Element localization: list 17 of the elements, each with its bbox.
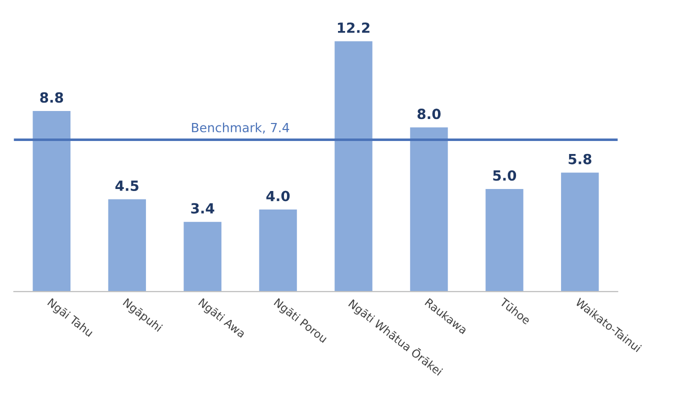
data-label: 8.0 [418, 108, 441, 120]
data-label: 5.8 [568, 154, 592, 164]
ref-line-label: Benchmark, 7.4 [192, 122, 290, 134]
data-label: 4.0 [266, 190, 290, 202]
bar [486, 188, 524, 292]
bar [334, 41, 372, 292]
bar [561, 172, 599, 292]
data-label: 8.8 [40, 92, 64, 103]
bar [184, 222, 222, 292]
data-label: 3.4 [191, 203, 214, 214]
bar [410, 127, 448, 292]
data-label: 12.2 [338, 22, 370, 33]
bar [108, 199, 146, 292]
data-label: 4.5 [115, 180, 138, 192]
data-label: 5.0 [493, 170, 516, 181]
bar [32, 111, 70, 292]
bar [259, 210, 297, 292]
